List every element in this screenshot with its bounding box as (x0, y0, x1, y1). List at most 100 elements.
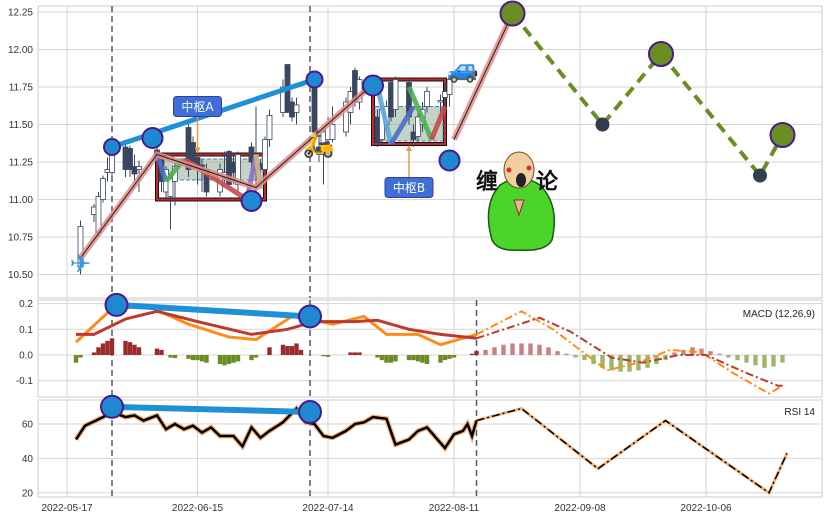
bi-lines (78, 12, 516, 260)
macd-bar (100, 343, 106, 355)
candle-up (437, 100, 444, 103)
y-tick-label: 11.25 (9, 158, 34, 169)
scooter-icon: 🛵 (303, 129, 335, 160)
y-tick-label: 12.00 (8, 45, 33, 56)
candle-down (127, 148, 133, 170)
mascot-robe (487, 177, 555, 252)
macd-bar (253, 355, 259, 358)
y-tick-label: 20 (22, 488, 34, 499)
macd-bar (393, 355, 398, 362)
macd-bar (298, 349, 304, 355)
macd-bar (127, 342, 133, 355)
macd-bar (519, 343, 524, 355)
macd-bar (726, 355, 731, 358)
zhongshu-label-box (173, 96, 222, 117)
macd-bar (492, 347, 497, 355)
macd-bar (618, 355, 623, 372)
divergence-line (116, 301, 311, 320)
candle-up (77, 226, 84, 268)
candle-up (266, 115, 273, 140)
forecast-low-point (753, 168, 767, 183)
macd-bar (564, 353, 569, 355)
candle-up (415, 116, 421, 137)
x-tick-label: 2022-07-14 (302, 503, 354, 514)
macd-bar (190, 355, 196, 361)
y-tick-label: 0.0 (19, 351, 33, 362)
candle-up (293, 104, 300, 113)
macd-bar (406, 355, 412, 361)
macd-bar (123, 340, 128, 355)
macd-bar (375, 355, 380, 358)
macd-bar (352, 352, 358, 355)
macd-bar (73, 355, 79, 363)
x-tick-label: 2022-09-08 (554, 503, 606, 514)
grid: 2022-05-17 2022-06-15 2022-07-14 2022-08-11… (8, 5, 823, 514)
macd-dif-forecast-line (476, 310, 784, 395)
macd-bar (195, 355, 200, 361)
8 (362, 74, 384, 97)
macd-title: MACD (12,26,9) (743, 309, 815, 320)
macd-bar (717, 353, 722, 355)
macd-bar (415, 355, 421, 362)
mascot-monk-dog: 缠论 (476, 151, 559, 252)
car-icon: 🚙 (447, 54, 479, 85)
8 (438, 149, 461, 172)
11 (499, 0, 526, 27)
macd-bar (96, 347, 101, 355)
macd-bar (132, 344, 137, 355)
macd-panel (37, 299, 823, 398)
macd-bar (109, 338, 115, 355)
forecast-low-point (595, 117, 610, 132)
11 (648, 41, 674, 67)
macd-bar (105, 340, 110, 355)
x-tick-label: 2022-06-15 (172, 503, 224, 514)
macd-bar (591, 355, 596, 364)
macd-bar (154, 348, 160, 355)
macd-bar (474, 351, 479, 355)
macd-bar (753, 355, 758, 366)
mascot-text-left: 缠 (476, 169, 498, 195)
mascot-text-right: 论 (536, 169, 559, 195)
macd-bar (762, 355, 767, 368)
zhongshu-label-1: 中枢B (384, 145, 434, 198)
macd-bar (469, 353, 475, 355)
zhongshu-stroke-segment (154, 153, 169, 183)
macd-bar (735, 355, 740, 361)
macd-bar (627, 355, 632, 372)
divergence-line (111, 403, 311, 415)
macd-bar (267, 347, 272, 355)
candle-up (262, 139, 268, 170)
16-circle (100, 394, 124, 419)
y-tick-label: 60 (22, 420, 34, 431)
macd-bar (483, 349, 488, 355)
macd-bar (348, 352, 353, 355)
11-circle (648, 41, 674, 67)
macd-bar (357, 352, 362, 355)
macd-bar (168, 355, 173, 358)
16-circle (104, 292, 129, 317)
macd-bar (528, 343, 533, 355)
zhongshu-stroke-segment (388, 105, 416, 146)
9-circle (103, 138, 121, 156)
rsi-panel (37, 399, 823, 498)
candle-up (136, 166, 142, 170)
16 (104, 292, 129, 317)
mascot-mouth (516, 173, 526, 187)
zhongshu-segments (375, 86, 448, 146)
airplane-icon: ✈ (70, 249, 92, 279)
zhongshu-label: 中枢A (181, 99, 214, 114)
macd-bar (546, 347, 551, 355)
macd-bar (672, 352, 677, 355)
macd-bar (442, 355, 448, 361)
macd-bar (222, 355, 227, 366)
x-tick-label: 2022-10-06 (680, 503, 732, 514)
macd-bar (285, 346, 290, 355)
8-circle (438, 149, 461, 172)
macd-bar (600, 355, 605, 368)
macd-bar (771, 355, 776, 367)
macd-bar (289, 346, 295, 355)
macd-bar (159, 349, 164, 355)
macd-bar (78, 355, 83, 358)
16-circle (298, 399, 322, 424)
rsi-title: RSI 14 (784, 407, 815, 418)
